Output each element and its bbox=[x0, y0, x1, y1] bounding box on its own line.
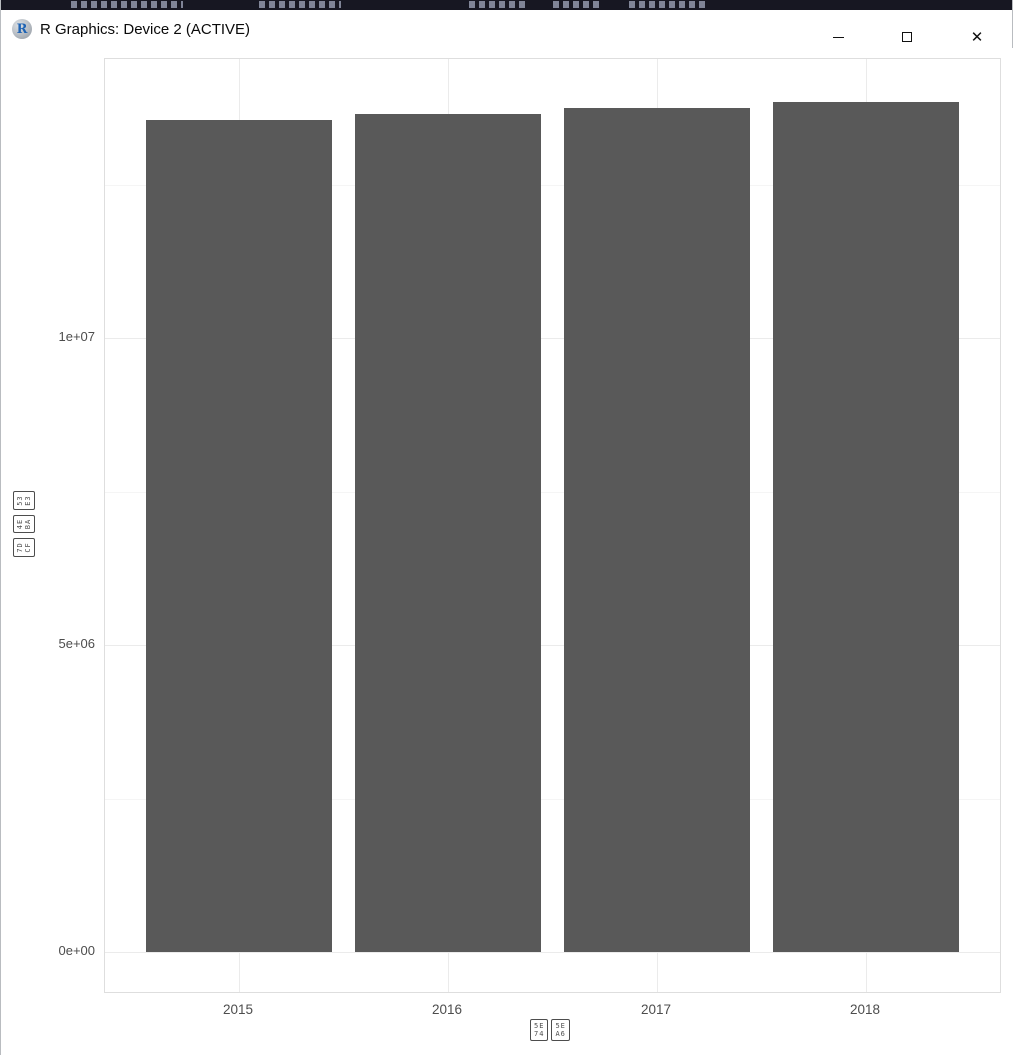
missing-glyph-box-4EBA: 4E BA bbox=[13, 514, 35, 534]
missing-glyph-box-53E3: 53 E3 bbox=[13, 491, 35, 510]
gridline-minor bbox=[105, 798, 1000, 800]
missing-glyph-box-7DCF: 7D CF bbox=[13, 538, 35, 557]
gridline-major bbox=[105, 338, 1000, 339]
gridline-major bbox=[105, 645, 1000, 646]
x-tick-label: 2016 bbox=[431, 1002, 463, 1017]
background-text-fragment bbox=[259, 1, 341, 8]
background-text-fragment bbox=[553, 1, 603, 8]
x-tick-label: 2015 bbox=[222, 1002, 254, 1017]
minimize-button[interactable] bbox=[818, 22, 858, 52]
y-tick-label: 1e+07 bbox=[58, 329, 95, 344]
x-axis-title: 5E 74 5E A6 bbox=[530, 1019, 570, 1041]
y-tick-label: 0e+00 bbox=[58, 943, 95, 958]
titlebar[interactable]: R R Graphics: Device 2 (ACTIVE) ✕ bbox=[1, 10, 1012, 48]
plot-canvas: 7D CF 4E BA 53 E3 5E 74 5E A6 0e+00 5e+06 1e+07 201… bbox=[1, 48, 1013, 1055]
background-text-fragment bbox=[629, 1, 705, 8]
r-logo-icon: R bbox=[12, 19, 32, 39]
bar-2018 bbox=[773, 102, 959, 952]
background-text-fragment bbox=[71, 1, 183, 8]
minimize-icon bbox=[832, 36, 844, 38]
background-window-edge bbox=[1, 0, 1012, 10]
bar-2015 bbox=[146, 120, 332, 952]
x-tick-label: 2017 bbox=[640, 1002, 672, 1017]
gridline-major bbox=[105, 952, 1000, 953]
y-axis-title: 7D CF 4E BA 53 E3 bbox=[13, 491, 35, 557]
background-text-fragment bbox=[469, 1, 527, 8]
window-title: R Graphics: Device 2 (ACTIVE) bbox=[40, 20, 251, 38]
x-tick-label: 2018 bbox=[849, 1002, 881, 1017]
missing-glyph-box-5EA6: 5E A6 bbox=[551, 1019, 570, 1041]
gridline-minor bbox=[105, 184, 1000, 186]
bar-2016 bbox=[355, 113, 541, 952]
plot-panel bbox=[104, 58, 1001, 993]
y-tick-label: 5e+06 bbox=[58, 636, 95, 651]
close-icon: ✕ bbox=[970, 27, 984, 46]
missing-glyph-box-5E74: 5E 74 bbox=[530, 1019, 549, 1041]
maximize-icon bbox=[902, 32, 912, 42]
maximize-button[interactable] bbox=[887, 22, 927, 52]
r-logo-letter: R bbox=[16, 21, 28, 37]
gridline-minor bbox=[105, 491, 1000, 493]
bar-2017 bbox=[564, 108, 750, 952]
close-button[interactable]: ✕ bbox=[957, 22, 997, 52]
